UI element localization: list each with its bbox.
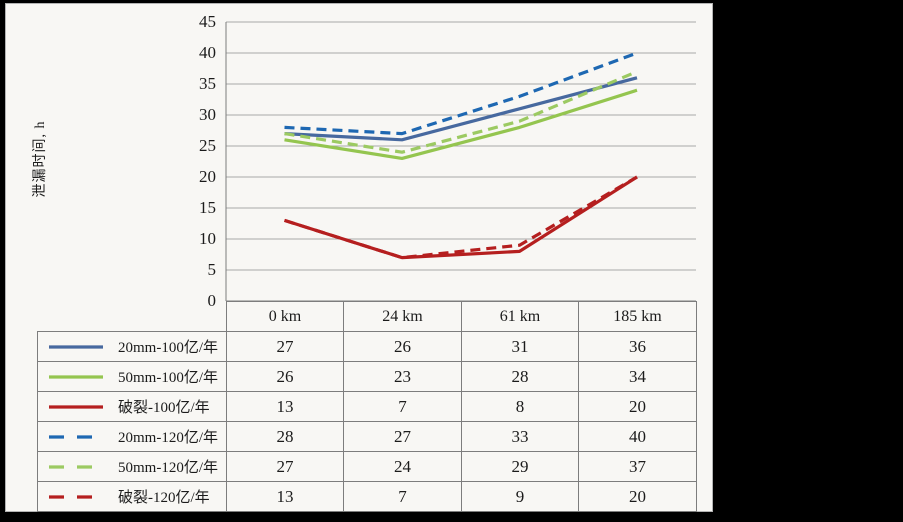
value-cell: 27: [343, 421, 462, 452]
y-tick-label: 15: [199, 198, 216, 217]
value-cell: 13: [226, 481, 344, 512]
y-axis-title: 泄漏时间, h: [33, 120, 48, 198]
y-tick-label: 10: [199, 229, 216, 248]
value-cell: 33: [461, 421, 579, 452]
value-cell: 20: [578, 391, 697, 422]
legend-cell: 20mm-100亿/年: [37, 331, 227, 362]
value-cell: 8: [461, 391, 579, 422]
series-line-5: [284, 175, 638, 260]
table-row: 破裂-100亿/年 13 7 8 20: [37, 391, 697, 422]
table-row: 20mm-120亿/年 28 27 33 40: [37, 421, 697, 452]
value-cell: 27: [226, 331, 344, 362]
table-header-row: 0 km 24 km 61 km 185 km: [38, 301, 697, 332]
value-cell: 23: [343, 361, 462, 392]
value-cell: 9: [461, 481, 579, 512]
value-cell: 13: [226, 391, 344, 422]
series-label: 破裂-120亿/年: [118, 490, 210, 506]
series-line-0: [284, 76, 638, 142]
value-cell: 37: [578, 451, 697, 482]
series-line-swatch: [49, 344, 103, 349]
series-line-swatch: [49, 494, 103, 499]
y-tick-label: 5: [207, 260, 217, 279]
line-chart-plot-area: [225, 21, 696, 302]
series-line-swatch: [49, 374, 103, 379]
series-line-1: [284, 88, 638, 160]
y-tick-label: 0: [207, 291, 217, 310]
table-row: 20mm-100亿/年 27 26 31 36: [37, 331, 697, 362]
table-row: 50mm-100亿/年 26 23 28 34: [37, 361, 697, 392]
value-cell: 36: [578, 331, 697, 362]
y-tick-label: 20: [199, 167, 216, 186]
value-cell: 31: [461, 331, 579, 362]
column-header: 0 km: [226, 301, 344, 332]
y-tick-label: 30: [199, 105, 216, 124]
chart-panel: 泄漏时间, h 0 km 24 km 61 km 185 km 20mm-100亿/年 2…: [5, 3, 713, 512]
legend-cell: 破裂-120亿/年: [37, 481, 227, 512]
series-label: 50mm-100亿/年: [118, 370, 218, 386]
value-cell: 24: [343, 451, 462, 482]
value-cell: 28: [226, 421, 344, 452]
value-cell: 20: [578, 481, 697, 512]
data-table: 0 km 24 km 61 km 185 km 20mm-100亿/年 27 26 31 36 5…: [37, 301, 697, 512]
value-cell: 7: [343, 391, 462, 422]
series-label: 20mm-100亿/年: [118, 340, 218, 356]
value-cell: 7: [343, 481, 462, 512]
value-cell: 29: [461, 451, 579, 482]
column-header: 185 km: [578, 301, 697, 332]
series-label: 20mm-120亿/年: [118, 430, 218, 446]
legend-cell: 20mm-120亿/年: [37, 421, 227, 452]
column-header: 61 km: [461, 301, 579, 332]
series-line-swatch: [49, 434, 103, 439]
series-line-4: [284, 70, 638, 154]
y-tick-label: 40: [199, 43, 216, 62]
y-tick-label: 35: [199, 74, 216, 93]
table-row: 破裂-120亿/年 13 7 9 20: [37, 481, 697, 512]
series-label: 50mm-120亿/年: [118, 460, 218, 476]
y-tick-label: 25: [199, 136, 216, 155]
legend-cell: 破裂-100亿/年: [37, 391, 227, 422]
series-line-swatch: [49, 464, 103, 469]
value-cell: 28: [461, 361, 579, 392]
legend-cell: 50mm-120亿/年: [37, 451, 227, 482]
value-cell: 40: [578, 421, 697, 452]
value-cell: 34: [578, 361, 697, 392]
value-cell: 26: [226, 361, 344, 392]
series-line-2: [284, 175, 638, 260]
series-line-swatch: [49, 404, 103, 409]
table-row: 50mm-120亿/年 27 24 29 37: [37, 451, 697, 482]
legend-cell: 50mm-100亿/年: [37, 361, 227, 392]
value-cell: 27: [226, 451, 344, 482]
series-label: 破裂-100亿/年: [118, 400, 210, 416]
column-header: 24 km: [343, 301, 462, 332]
y-tick-label: 45: [199, 12, 216, 31]
value-cell: 26: [343, 331, 462, 362]
series-line-3: [284, 51, 638, 136]
